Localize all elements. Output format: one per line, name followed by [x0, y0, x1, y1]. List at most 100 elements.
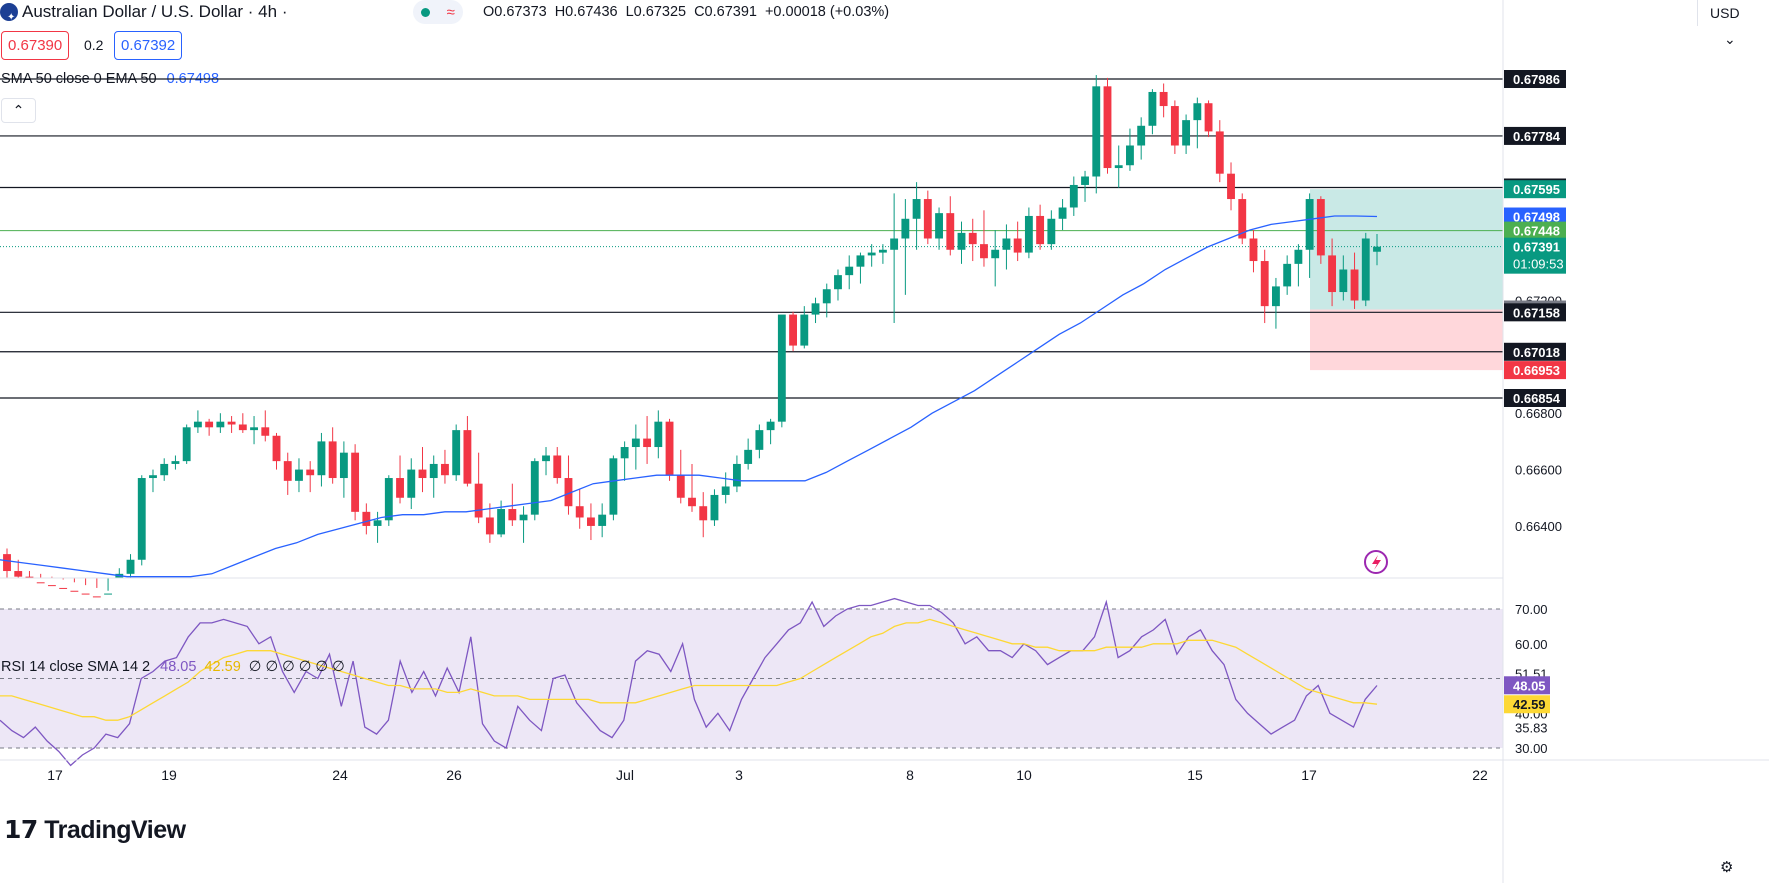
market-status-pill[interactable]: ≈: [413, 0, 463, 24]
tv-logo-text: TradingView: [44, 816, 186, 844]
candle-body: [508, 509, 517, 521]
candle: [351, 444, 360, 521]
target-zone: [1310, 189, 1503, 310]
candle-body: [1249, 238, 1258, 262]
candle-body: [47, 585, 56, 587]
candle-body: [126, 559, 135, 574]
buy-button[interactable]: 0.67392: [114, 31, 183, 60]
time-axis-label: 22: [1472, 767, 1488, 783]
candle: [92, 578, 101, 598]
candle-body: [1036, 215, 1045, 245]
candle-body: [564, 478, 573, 507]
candle: [1215, 120, 1224, 183]
candle-body: [789, 314, 797, 346]
ohlc-change: +0.00018 (+0.03%): [764, 4, 890, 20]
price-tag-bg: [1504, 221, 1566, 240]
candle: [126, 554, 135, 578]
symbol-title-text: Australian Dollar / U.S. Dollar · 4h ·: [22, 2, 288, 21]
candle: [317, 432, 326, 487]
candle: [384, 475, 393, 526]
candle: [710, 489, 719, 526]
ohlc-readout: O0.67373 H0.67436 L0.67325 C0.67391 +0.00018…: [483, 0, 897, 24]
price-tag-bg: [1504, 361, 1566, 380]
candle: [25, 571, 34, 578]
candle-body: [1373, 246, 1381, 252]
ohlc-low: L0.67325: [625, 4, 687, 20]
price-axis-label: 0.66600: [1515, 463, 1562, 478]
candle-body: [104, 593, 112, 595]
candle: [1002, 224, 1011, 270]
candle-body: [1069, 184, 1078, 208]
price-tag-bg: [1504, 180, 1566, 199]
candle-body: [946, 213, 955, 250]
candle-body: [620, 447, 629, 459]
candle-body: [70, 590, 79, 592]
candle: [1328, 238, 1337, 307]
candle: [755, 424, 764, 459]
candle: [575, 489, 584, 529]
candle-body: [485, 517, 494, 535]
time-axis-label: Jul: [616, 767, 634, 783]
candle-body: [1316, 199, 1325, 256]
sell-button[interactable]: 0.67390: [1, 31, 70, 60]
price-tag-bg: [1504, 303, 1566, 322]
tradingview-logo[interactable]: 𝟭𝟳 TradingView: [4, 815, 186, 845]
candle-body: [1137, 125, 1146, 146]
price-tag: 0.67986: [1504, 70, 1566, 88]
time-axis-label: 15: [1187, 767, 1203, 783]
candle-body: [811, 303, 820, 315]
candle: [1081, 170, 1089, 202]
candle-body: [980, 244, 988, 259]
candle: [542, 447, 550, 476]
market-open-dot-icon: [421, 7, 431, 17]
candle: [834, 269, 842, 301]
rsi-axis-label: 60.00: [1515, 637, 1548, 652]
symbol-title[interactable]: Australian Dollar / U.S. Dollar · 4h ·: [0, 0, 287, 24]
price-tag: 0.66854: [1504, 389, 1566, 407]
time-axis-label: 26: [446, 767, 462, 783]
candle-body: [463, 430, 472, 484]
candle-body: [1002, 238, 1011, 250]
candle: [744, 438, 753, 470]
candle: [631, 424, 640, 470]
candle: [1339, 255, 1348, 301]
collapse-legend-button[interactable]: ⌃: [1, 98, 36, 123]
candle-body: [1081, 176, 1089, 185]
time-axis-label: 17: [47, 767, 63, 783]
candle-body: [429, 463, 438, 479]
candle-body: [328, 441, 337, 479]
candle-body: [59, 587, 68, 589]
candle: [339, 441, 348, 498]
candle: [474, 452, 483, 524]
candle: [822, 283, 831, 318]
candle-body: [1260, 261, 1269, 307]
price-tag-label: 0.67784: [1513, 129, 1561, 144]
candle: [1126, 128, 1134, 171]
gear-icon[interactable]: ⚙: [1720, 859, 1734, 876]
currency-selector[interactable]: USD ⌄: [1697, 0, 1769, 47]
candle: [3, 548, 11, 578]
candle: [1058, 199, 1067, 231]
candle-body: [1159, 91, 1168, 107]
price-tag-bg: [1504, 207, 1566, 226]
rsi-indicator-legend[interactable]: RSI 14 close SMA 14 2 48.05 42.59 ∅ ∅ ∅ …: [1, 659, 345, 675]
candle: [856, 252, 865, 284]
candle-body: [227, 421, 236, 425]
price-axis-label: 0.66800: [1515, 406, 1562, 421]
candle-body: [1204, 103, 1213, 132]
price-tag-label: 0.66854: [1513, 391, 1561, 406]
candle-body: [1328, 255, 1337, 293]
candle: [665, 418, 674, 481]
candle-body: [890, 238, 899, 250]
rsi-tag-bg: [1504, 676, 1550, 695]
candle-body: [137, 478, 146, 560]
candle: [845, 255, 854, 290]
candle: [643, 416, 652, 464]
price-tag-label: 0.66953: [1513, 363, 1560, 378]
candle-body: [238, 424, 247, 431]
price-tag: 0.67595: [1504, 180, 1566, 199]
price-tag: 0.67784: [1504, 126, 1566, 145]
candle: [800, 306, 809, 349]
rsi-axis-label: 35.83: [1515, 721, 1548, 736]
